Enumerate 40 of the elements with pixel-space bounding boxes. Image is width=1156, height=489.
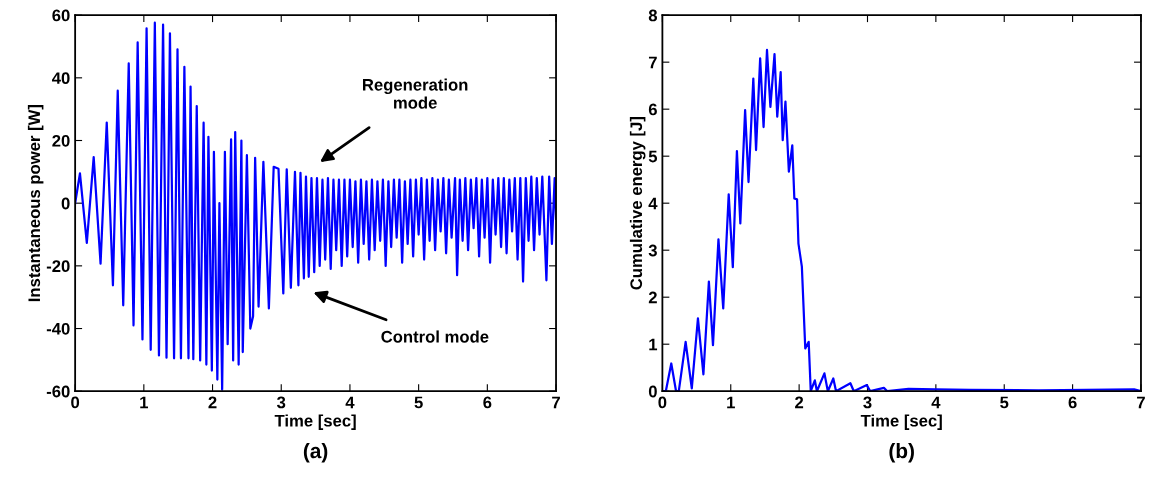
y-tick-label: 60 xyxy=(52,9,70,22)
x-tick-label: 6 xyxy=(1068,396,1077,409)
text: (a) xyxy=(303,442,328,463)
x-tick-label: 4 xyxy=(931,396,941,409)
x-tick-label: 5 xyxy=(1000,396,1009,409)
y-tick-label: 0 xyxy=(648,385,657,398)
x-tick-label: 1 xyxy=(727,396,735,409)
x-tick-label: 7 xyxy=(1137,396,1145,409)
y-axis-title: Cumulative energy [J] xyxy=(629,117,646,290)
x-tick-label: 6 xyxy=(483,396,492,409)
y-tick-label: 0 xyxy=(61,197,70,210)
y-tick-label: 8 xyxy=(648,9,658,22)
annotation: Control mode xyxy=(381,330,489,343)
y-tick-label: 7 xyxy=(648,56,657,69)
x-tick-label: 1 xyxy=(140,396,149,409)
text: (b) xyxy=(889,442,914,463)
x-tick-label: 2 xyxy=(795,396,804,409)
y-tick-label: 3 xyxy=(648,244,657,257)
y-tick-label: 20 xyxy=(52,134,70,147)
x-axis-title: Time [sec] xyxy=(274,414,356,430)
y-tick-label: 2 xyxy=(648,291,657,304)
y-tick-label: 6 xyxy=(648,103,657,116)
x-tick-label: 7 xyxy=(552,396,560,409)
x-tick-label: 4 xyxy=(345,396,355,409)
x-tick-label: 0 xyxy=(658,396,667,409)
y-tick-label: 5 xyxy=(648,150,658,163)
y-tick-label: -40 xyxy=(46,322,70,335)
x-tick-label: 0 xyxy=(71,396,80,409)
annotation: Regeneration mode xyxy=(363,78,468,109)
y-tick-label: -20 xyxy=(46,260,70,273)
y-axis-title: Instantaneous power [W] xyxy=(27,105,44,302)
y-tick-label: -60 xyxy=(46,385,70,398)
x-tick-label: 3 xyxy=(276,396,286,409)
y-tick-label: 4 xyxy=(648,197,658,210)
x-tick-label: 3 xyxy=(863,396,872,409)
y-tick-label: 1 xyxy=(649,338,658,351)
x-axis-title: Time [sec] xyxy=(860,414,942,430)
x-tick-label: 5 xyxy=(414,396,423,409)
y-tick-label: 40 xyxy=(52,72,70,85)
x-tick-label: 2 xyxy=(208,396,217,409)
